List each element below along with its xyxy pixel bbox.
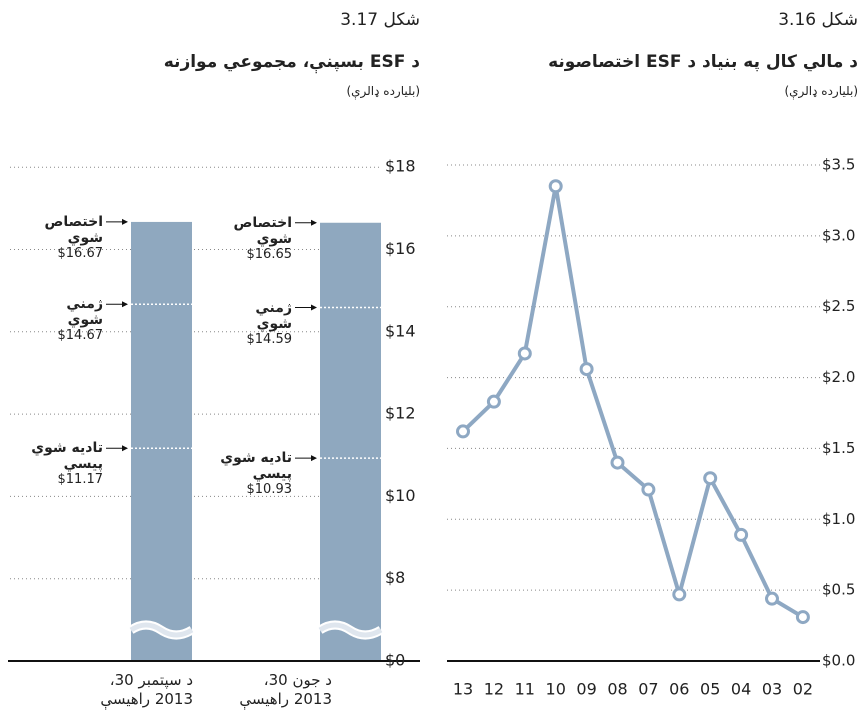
y-tick-label: $10 [385,486,416,505]
y-tick-label: $8 [385,568,405,587]
annotation-name: تاديه شوي پيسي [220,450,292,483]
annotation-value: $16.65 [246,246,293,262]
y-tick-label: $14 [385,321,416,340]
x-tick-label: 13 [453,680,473,699]
point [703,471,718,486]
x-tick-label: 03 [762,680,782,699]
x-tick-label: 12 [484,680,504,699]
y-tick-label: $0 [385,651,405,670]
arrow-head [311,304,317,311]
y-tick-label: $1.0 [822,510,855,528]
arrow-head [311,455,317,462]
annotation-value: $16.67 [57,245,104,261]
chart-title: د مالي كال په بنياد د ESF اختصاصونه [548,52,858,72]
point [579,362,594,377]
x-tick-label: 06 [669,680,689,699]
annotation: اختصاص شوي $16.67 [29,213,104,262]
x-tick-label: د جون 30، 2013 راهیسې [239,671,332,708]
annotation-value: $11.17 [57,472,104,488]
y-tick-label: $16 [385,239,416,258]
y-tick-label: $18 [385,157,416,176]
annotation: تاديه شوي پيسي $11.17 [29,440,103,488]
annotation-name: تاديه شوي پيسي [31,440,103,473]
figure-number: شكل 3.16 [778,10,858,30]
y-tick-label: $3.0 [822,226,855,244]
annotation: ژمني شوي $14.59 [218,299,293,348]
arrow-head [122,301,128,308]
arrow-head [122,218,128,225]
point [765,591,779,606]
chart-subtitle: (بلیارده ډالرې) [784,84,858,98]
x-tick-label: 05 [700,680,720,699]
y-tick-label: $3.5 [822,156,855,174]
y-tick-label: $0.0 [822,652,855,670]
point [517,346,532,361]
chart-title: د ESF بسپنې، مجموعي موازنه [163,52,420,72]
annotation: ژمني شوي $14.67 [29,296,104,344]
point [672,587,687,602]
annotation: اختصاص شوي $16.65 [218,214,293,263]
arrow-head [122,445,128,452]
point [610,455,625,470]
y-tick-label: $12 [385,404,416,423]
x-tick-label: 11 [515,680,535,699]
figure-number: شكل 3.17 [340,10,420,30]
y-tick-label: $1.5 [822,439,855,457]
point [641,482,656,497]
annotation-name: اختصاص شوي [233,214,293,247]
point [486,394,501,409]
annotation: تاديه شوي پيسي $10.93 [218,450,292,498]
arrow-head [311,219,317,226]
x-tick-label: 04 [731,680,751,699]
point [456,424,470,439]
annotation-value: $14.67 [57,328,104,344]
chart-subtitle: (بلیارده ډالرې) [346,84,420,98]
annotation-name: ژمني شوي [66,296,103,329]
axis-break [318,622,383,638]
x-tick-label: 08 [607,680,627,699]
annotation-value: $10.93 [246,482,293,498]
point [548,179,563,194]
y-tick-label: $2.5 [822,297,855,315]
x-tick-label: 07 [638,680,658,699]
y-tick-label: $0.5 [822,581,855,599]
bar [131,221,192,660]
x-tick-label: 10 [546,680,566,699]
annotation-value: $14.59 [246,331,293,347]
x-tick-label: 02 [793,680,813,699]
axis-break [129,622,194,638]
x-tick-label: 09 [576,680,596,699]
x-tick-label: د سپتمبر 30، 2013 راهیسې [100,671,193,708]
line [461,184,804,619]
point [795,610,810,625]
y-tick-label: $2.0 [822,368,855,386]
point [734,527,749,542]
bar [320,222,381,660]
annotation-name: ژمني شوي [255,299,292,332]
annotation-name: اختصاص شوي [44,213,104,246]
